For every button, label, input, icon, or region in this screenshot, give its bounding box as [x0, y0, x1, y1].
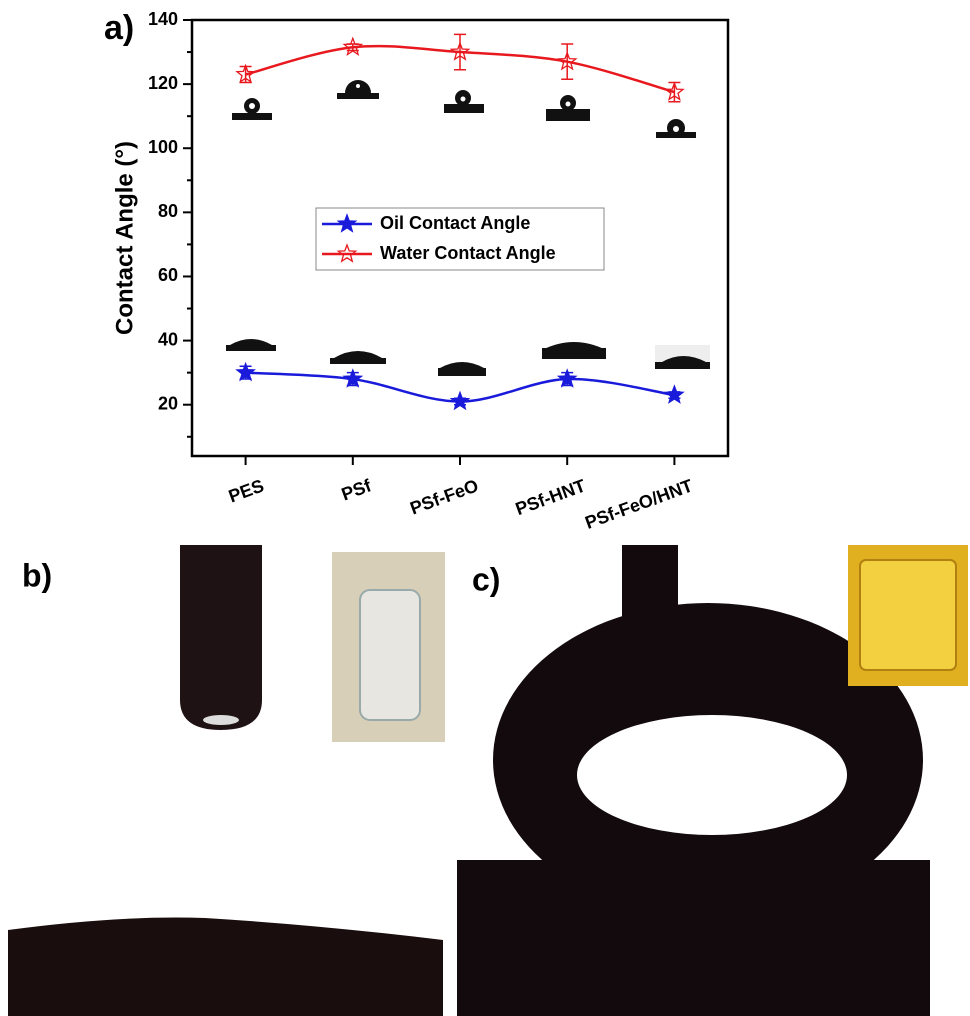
page: a) Contact Angle (°) 20 40 60 80 100 120 140 PES P…	[0, 0, 970, 1016]
y-tick-label: 100	[148, 137, 178, 157]
y-tick-label: 120	[148, 73, 178, 93]
y-tick-label: 140	[148, 9, 178, 29]
y-axis-label: Contact Angle (°)	[111, 141, 138, 335]
panel-label: c)	[472, 561, 500, 597]
y-tick-label: 40	[158, 329, 178, 349]
x-tick-label: PES	[226, 475, 267, 506]
y-tick-label: 20	[158, 393, 178, 413]
x-tick-label: PSf-FeO/HNT	[582, 475, 695, 532]
y-tick-label: 60	[158, 265, 178, 285]
photo-c	[457, 545, 968, 1016]
x-tick-label: PSf-FeO	[407, 475, 481, 518]
y-tick-label: 80	[158, 201, 178, 221]
data-point	[451, 393, 468, 409]
panel-label: a)	[104, 9, 134, 47]
figure: a) Contact Angle (°) 20 40 60 80 100 120 140 PES P…	[0, 0, 970, 1016]
photo-b	[8, 545, 445, 1016]
x-tick-label: PSf	[339, 475, 375, 504]
data-point	[666, 386, 683, 402]
legend-label: Oil Contact Angle	[380, 213, 530, 233]
legend-label: Water Contact Angle	[380, 243, 556, 263]
panel-label: b)	[22, 557, 52, 593]
x-tick-label: PSf-HNT	[513, 475, 588, 519]
